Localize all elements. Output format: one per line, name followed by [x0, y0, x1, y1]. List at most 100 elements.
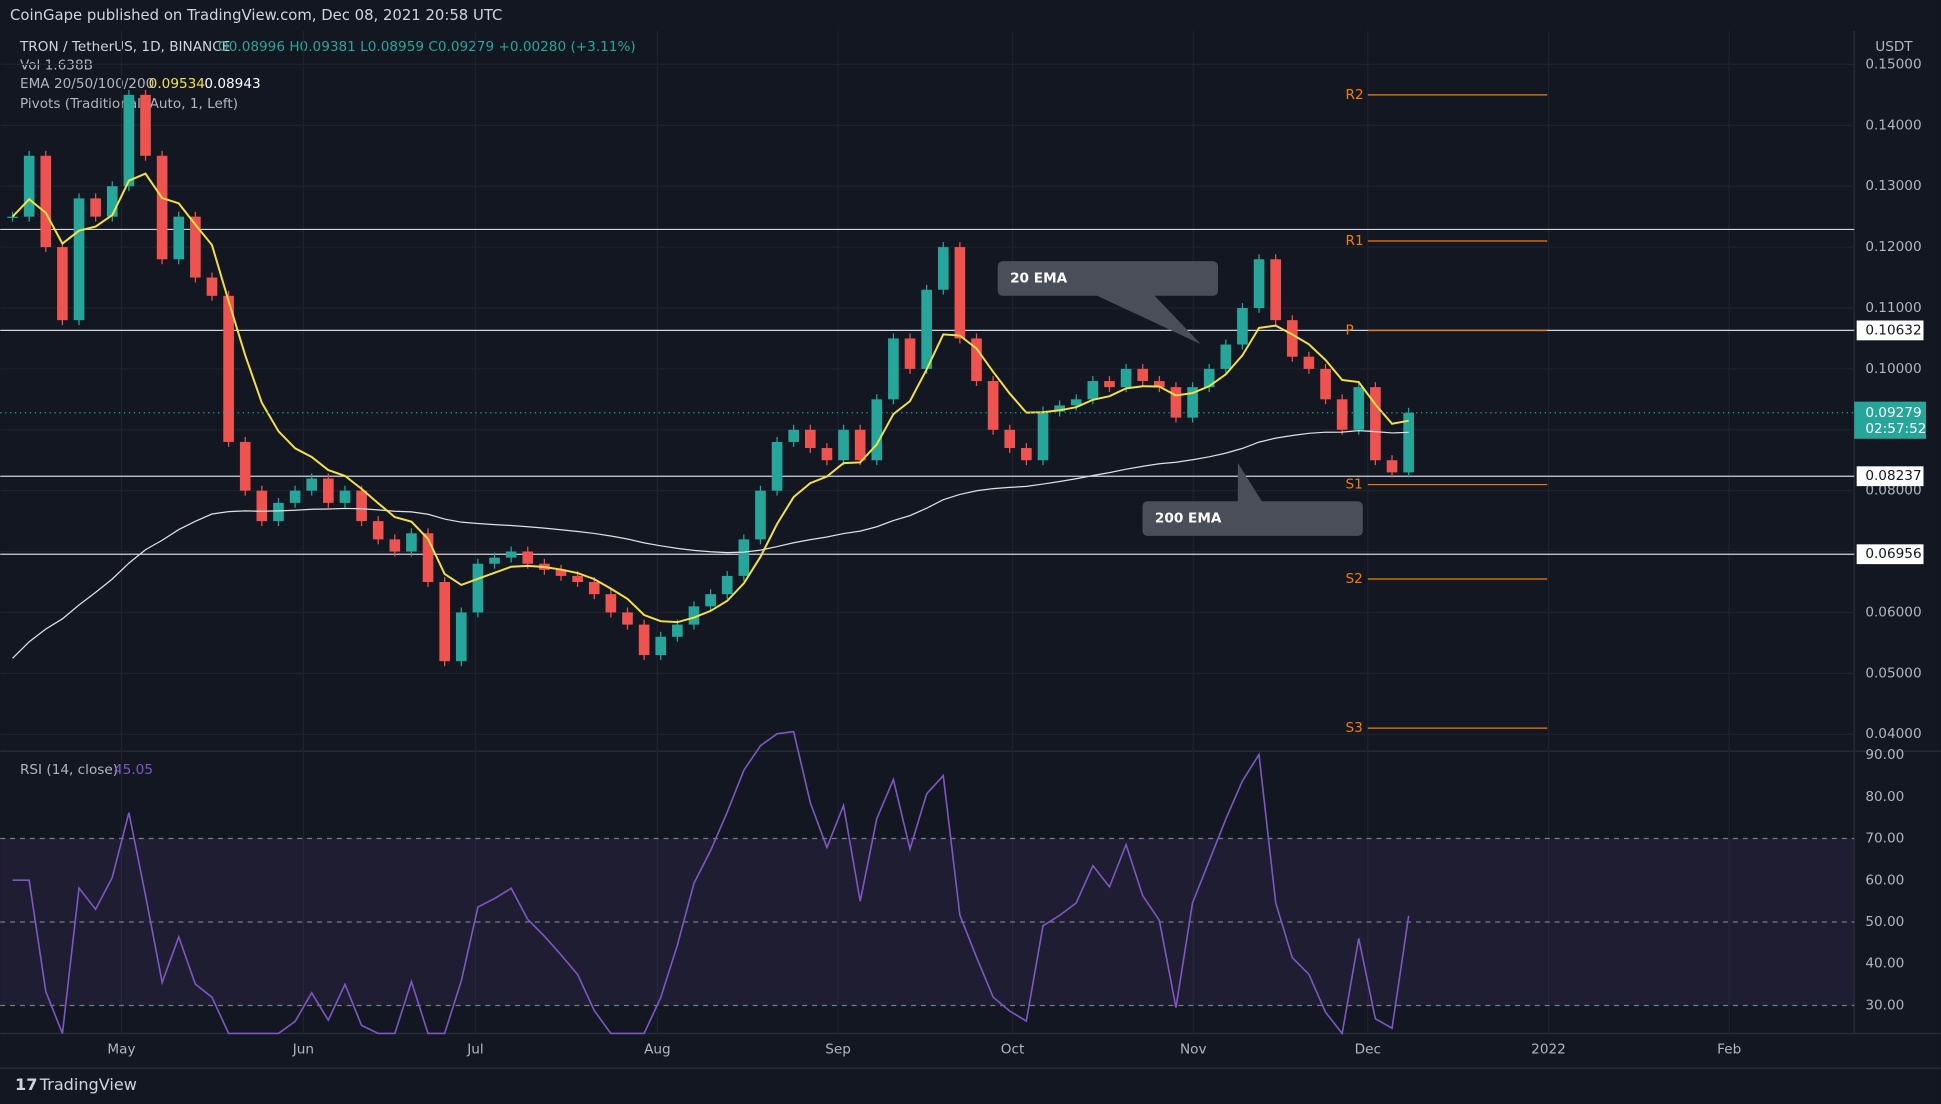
y-tick-label: 0.08000	[1865, 483, 1921, 499]
candle	[140, 94, 151, 156]
countdown: 02:57:52	[1865, 421, 1926, 437]
callout-pointer	[1237, 462, 1263, 503]
candle	[156, 155, 168, 260]
candle	[821, 448, 833, 461]
candle	[1353, 387, 1365, 430]
candle	[190, 216, 201, 278]
last-price-tag	[1854, 401, 1926, 439]
candle	[306, 478, 318, 491]
candle	[788, 429, 800, 442]
y-tick-label: 0.14000	[1865, 117, 1921, 133]
candle	[422, 533, 434, 582]
rsi-tick-label: 30.00	[1865, 997, 1904, 1013]
y-tick-label: 0.13000	[1865, 178, 1921, 194]
candle	[1070, 399, 1082, 406]
rsi-label: RSI (14, close)	[20, 762, 118, 778]
callout-text: 20 EMA	[1010, 270, 1068, 286]
candle	[256, 490, 268, 522]
candle	[854, 429, 866, 461]
callout	[997, 261, 1219, 296]
candle	[937, 247, 949, 290]
candle	[356, 490, 367, 522]
x-tick-label: Feb	[1717, 1042, 1741, 1058]
pivot-label: R2	[1346, 87, 1364, 103]
level-tag	[1856, 466, 1924, 487]
rsi-value: 45.05	[114, 762, 153, 778]
candle	[1087, 381, 1099, 400]
candle	[1386, 460, 1398, 473]
rsi-tick-label: 40.00	[1865, 956, 1904, 972]
candle	[505, 551, 517, 558]
candle	[588, 581, 600, 595]
rsi-tick-label: 70.00	[1865, 831, 1904, 847]
candle	[572, 575, 583, 582]
candle	[622, 612, 633, 625]
candle	[1170, 387, 1182, 418]
x-tick-label: Dec	[1355, 1042, 1381, 1058]
brand: 𝟭𝟳	[15, 1075, 37, 1094]
pivot-label: P	[1346, 323, 1354, 339]
level-label: 0.10632	[1865, 322, 1921, 338]
candle	[1403, 412, 1414, 473]
candle	[223, 295, 234, 442]
candle	[904, 338, 916, 369]
candle	[655, 636, 667, 656]
candle	[1203, 368, 1215, 388]
candle	[888, 338, 899, 400]
candle	[173, 216, 185, 260]
ema-200	[12, 429, 1409, 659]
ema-value: 0.08943	[204, 76, 260, 92]
candle	[971, 338, 982, 382]
candle	[954, 247, 966, 339]
candle	[90, 198, 101, 217]
y-tick-label: 0.10000	[1865, 361, 1921, 377]
candle	[73, 198, 85, 321]
symbol: TRON / TetherUS, 1D, BINANCE	[19, 39, 230, 55]
x-tick-label: 2022	[1531, 1042, 1566, 1058]
x-tick-label: Jun	[292, 1042, 314, 1058]
x-tick-label: May	[107, 1042, 135, 1058]
candle	[40, 155, 52, 248]
candle	[1187, 387, 1198, 418]
candle	[339, 490, 351, 503]
candle	[638, 624, 650, 656]
candle	[455, 612, 467, 662]
candle	[688, 606, 700, 625]
level-tag	[1856, 320, 1924, 341]
x-tick-label: Nov	[1180, 1042, 1207, 1058]
candle	[1154, 381, 1165, 388]
candle	[1286, 320, 1298, 357]
ema-value: 0.09534	[149, 76, 205, 92]
candle	[1237, 307, 1248, 345]
candle	[605, 594, 617, 613]
brand: TradingView	[39, 1075, 137, 1094]
ema-label: EMA 20/50/100/200	[20, 76, 154, 92]
candle	[672, 624, 683, 637]
y-tick-label: 0.15000	[1865, 56, 1921, 72]
candle	[522, 551, 534, 564]
rsi-tick-label: 90.00	[1865, 747, 1904, 763]
candle	[738, 539, 750, 576]
candle	[1104, 381, 1115, 388]
callout-pointer	[1089, 292, 1201, 345]
x-tick-label: Jul	[466, 1042, 483, 1058]
candle	[755, 490, 766, 540]
candle	[838, 429, 849, 461]
candle	[106, 186, 118, 217]
candle	[389, 539, 401, 552]
pivot-label: S3	[1346, 720, 1363, 736]
candle	[1021, 448, 1032, 461]
candle	[1253, 259, 1265, 308]
candle	[1370, 387, 1381, 461]
y-tick-label: 0.12000	[1865, 239, 1921, 255]
candle	[1270, 259, 1281, 321]
candle	[239, 441, 251, 491]
candle	[1336, 399, 1348, 430]
volume: Vol 1.638B	[20, 58, 93, 74]
candle	[7, 216, 18, 218]
candle	[921, 289, 932, 369]
candle	[23, 155, 35, 217]
candle	[771, 441, 783, 491]
